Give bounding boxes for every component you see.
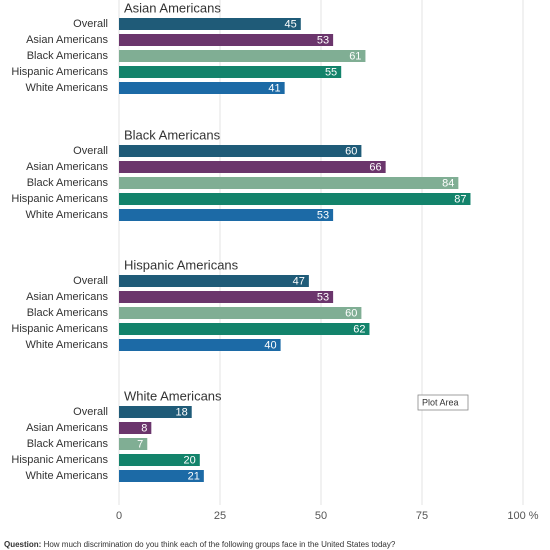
category-label: White Americans: [25, 209, 108, 221]
category-label: Overall: [73, 406, 108, 418]
bar: [119, 209, 334, 221]
value-label: 41: [268, 82, 280, 94]
value-label: 8: [141, 422, 147, 434]
category-label: Overall: [73, 275, 108, 287]
bar: [119, 275, 309, 287]
x-tick-label: 75: [416, 510, 428, 522]
bar: [119, 145, 362, 157]
panel-title: Asian Americans: [124, 0, 221, 15]
tooltip-box: [417, 394, 469, 411]
category-label: White Americans: [25, 82, 108, 94]
bar: [119, 50, 366, 62]
panel-title: Black Americans: [124, 127, 221, 142]
bar: [119, 193, 471, 205]
bar: [119, 422, 152, 434]
bar: [119, 339, 281, 351]
bar: [119, 161, 386, 173]
category-label: Asian Americans: [26, 161, 108, 173]
bar: [119, 18, 301, 30]
bar: [119, 454, 200, 466]
footnote-label: Question:: [4, 540, 41, 549]
bar: [119, 307, 362, 319]
x-tick-label: 100 %: [507, 510, 538, 522]
bar: [119, 177, 459, 189]
value-label: 53: [317, 291, 329, 303]
value-label: 53: [317, 209, 329, 221]
value-label: 60: [345, 307, 357, 319]
bar: [119, 323, 370, 335]
value-label: 84: [442, 177, 454, 189]
bar: [119, 470, 204, 482]
bar: [119, 291, 334, 303]
value-label: 40: [264, 339, 276, 351]
bar: [119, 66, 342, 78]
value-label: 21: [188, 470, 200, 482]
category-label: Hispanic Americans: [11, 454, 108, 466]
category-label: White Americans: [25, 339, 108, 351]
value-label: 66: [369, 161, 381, 173]
x-tick-label: 50: [315, 510, 327, 522]
category-label: Overall: [73, 145, 108, 157]
footnote: Question: How much discrimination do you…: [4, 540, 396, 549]
category-label: Hispanic Americans: [11, 66, 108, 78]
value-label: 60: [345, 145, 357, 157]
value-label: 87: [454, 193, 466, 205]
value-label: 7: [137, 438, 143, 450]
value-label: 47: [293, 275, 305, 287]
value-label: 20: [184, 454, 196, 466]
category-label: Black Americans: [27, 177, 109, 189]
tooltip-text: Plot Area: [422, 397, 459, 407]
category-label: Hispanic Americans: [11, 193, 108, 205]
bar: [119, 34, 334, 46]
bar: [119, 406, 192, 418]
footnote-text: How much discrimination do you think eac…: [44, 540, 396, 549]
value-label: 55: [325, 66, 337, 78]
value-label: 45: [285, 18, 297, 30]
category-label: Black Americans: [27, 307, 109, 319]
value-label: 53: [317, 34, 329, 46]
category-label: Overall: [73, 18, 108, 30]
bar: [119, 438, 148, 450]
category-label: Black Americans: [27, 50, 109, 62]
panel-title: White Americans: [124, 388, 222, 403]
category-label: Asian Americans: [26, 34, 108, 46]
category-label: Asian Americans: [26, 422, 108, 434]
value-label: 18: [175, 406, 187, 418]
x-tick-label: 25: [214, 510, 226, 522]
x-tick-label: 0: [116, 510, 122, 522]
category-label: Asian Americans: [26, 291, 108, 303]
value-label: 62: [353, 323, 365, 335]
category-label: Hispanic Americans: [11, 323, 108, 335]
tooltip: Plot Area: [417, 394, 469, 411]
value-label: 61: [349, 50, 361, 62]
panel-title: Hispanic Americans: [124, 257, 239, 272]
category-label: Black Americans: [27, 438, 109, 450]
category-label: White Americans: [25, 470, 108, 482]
bar: [119, 82, 285, 94]
